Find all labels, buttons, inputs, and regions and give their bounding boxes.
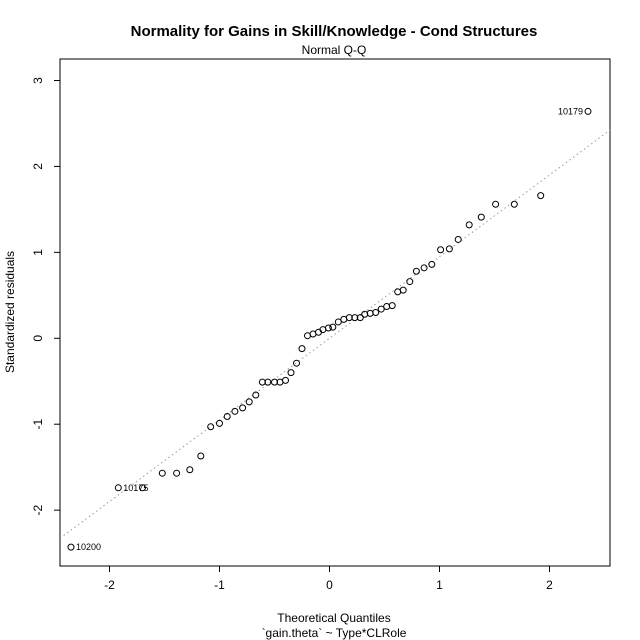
data-point [216, 419, 223, 427]
plot-frame [59, 58, 611, 567]
x-tick-label: -2 [104, 578, 115, 592]
x-axis: -2 -1 0 1 2 [104, 566, 553, 592]
data-point [510, 200, 518, 208]
data-point [584, 107, 592, 115]
x-axis-sublabel: `gain.theta` ~ Type*CLRole [262, 626, 407, 640]
y-tick-label: 3 [31, 77, 45, 84]
point-label: 10200 [76, 542, 101, 552]
data-point [428, 260, 436, 268]
data-point [388, 302, 396, 310]
data-point [383, 302, 391, 310]
data-point [465, 221, 473, 229]
data-point [372, 309, 380, 316]
data-point [437, 246, 445, 254]
data-point [287, 369, 295, 377]
point-label: 10179 [558, 106, 583, 116]
data-point [223, 412, 231, 420]
data-point [377, 305, 385, 313]
y-tick-label: 1 [31, 249, 45, 256]
data-point [197, 452, 205, 460]
data-point [454, 235, 462, 243]
data-point [412, 267, 420, 275]
chart-subtitle: Normal Q-Q [302, 43, 367, 57]
data-point [114, 484, 122, 492]
reference-line [59, 129, 611, 539]
y-axis: -2 -1 0 1 2 3 [31, 77, 60, 515]
data-point [477, 213, 485, 221]
data-point [329, 323, 337, 331]
y-tick-label: -1 [31, 419, 45, 430]
x-tick-label: 1 [436, 578, 443, 592]
data-point [207, 423, 215, 431]
chart-title: Normality for Gains in Skill/Knowledge -… [131, 23, 538, 40]
y-tick-label: 0 [31, 335, 45, 342]
data-point [239, 404, 247, 412]
data-point [399, 286, 407, 294]
x-axis-label: Theoretical Quantiles [277, 611, 390, 625]
data-point [334, 318, 342, 326]
x-tick-label: 0 [326, 578, 333, 592]
data-point [186, 466, 194, 474]
point-label: 10175 [123, 483, 148, 493]
data-point [173, 469, 181, 477]
data-point [293, 359, 300, 367]
data-point [298, 345, 306, 353]
data-point [366, 309, 374, 317]
data-point [324, 324, 332, 332]
x-tick-label: -1 [214, 578, 225, 592]
data-point [420, 264, 428, 272]
data-point [445, 245, 453, 253]
data-points: 10200 10175 10179 [67, 106, 592, 552]
data-point [231, 407, 239, 415]
data-point [406, 278, 414, 286]
data-point [139, 484, 146, 492]
y-axis-label: Standardized residuals [3, 251, 17, 373]
y-tick-label: 2 [31, 163, 45, 170]
data-point [492, 200, 500, 208]
y-tick-label: -2 [31, 504, 45, 515]
data-point [537, 192, 545, 200]
data-point [67, 543, 75, 551]
data-point [252, 391, 260, 399]
x-tick-label: 2 [546, 578, 553, 592]
data-point [245, 398, 253, 406]
data-point [264, 378, 272, 386]
data-point [356, 314, 364, 322]
data-point [282, 376, 289, 384]
data-point [158, 469, 166, 477]
